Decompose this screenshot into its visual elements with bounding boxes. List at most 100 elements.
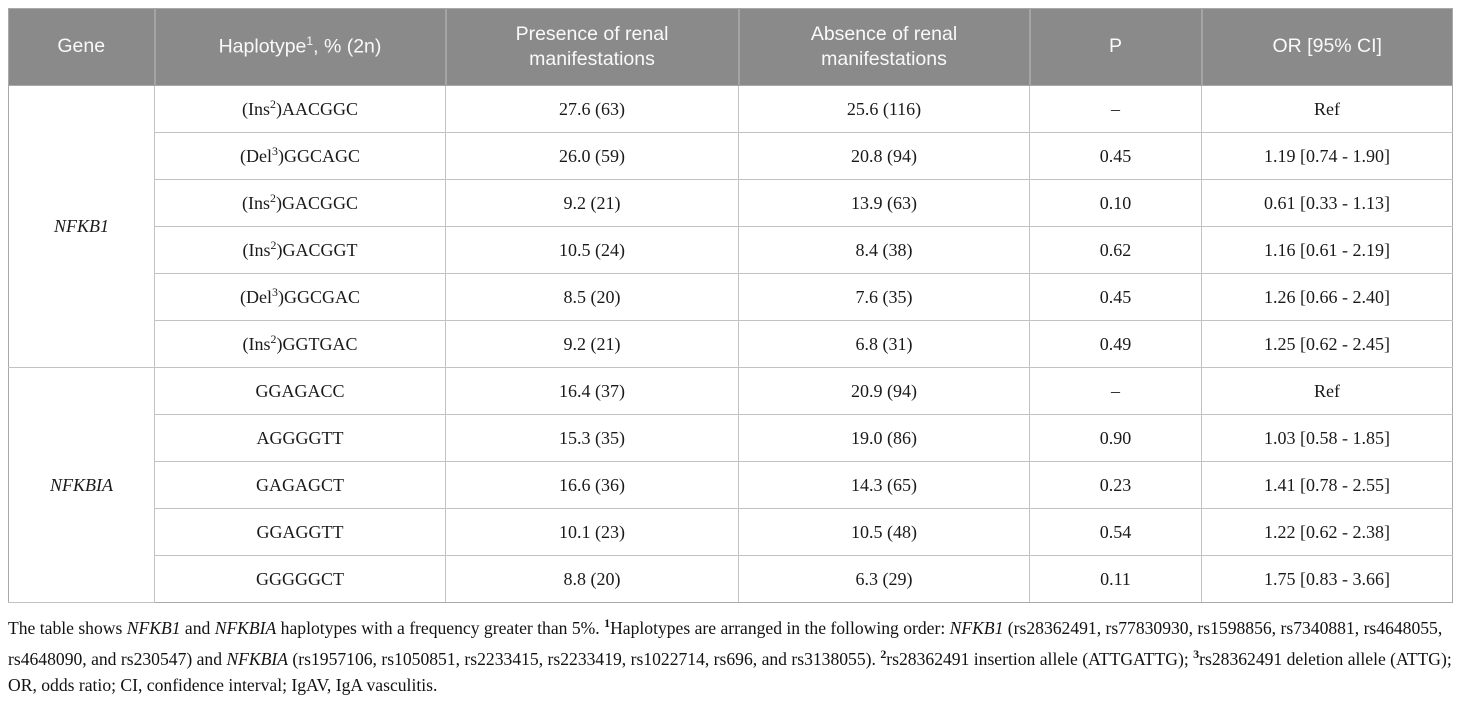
footnote-segment: haplotypes with a frequency greater than… (276, 617, 605, 638)
column-header-gene: Gene (8, 8, 155, 86)
table-row: AGGGGTT 15.3 (35) 19.0 (86) 0.90 1.03 [0… (9, 414, 1453, 462)
absence-cell: 10.5 (48) (738, 508, 1030, 556)
header-haplotype-superscript: 1 (306, 34, 314, 49)
table-row: NFKBIA GGAGACC 16.4 (37) 20.9 (94) – Ref (8, 367, 1453, 603)
or-cell: 1.22 [0.62 - 2.38] (1201, 508, 1453, 556)
footnote-segment: 1 (604, 616, 611, 630)
haplotype-text: GAGAGCT (256, 474, 344, 495)
gene-cell-nfkbia: NFKBIA (8, 367, 155, 603)
footnote-segment: NFKBIA (214, 617, 277, 638)
absence-cell: 19.0 (86) (738, 414, 1030, 462)
table-row: (Del3)GGCGAC 8.5 (20) 7.6 (35) 0.45 1.26… (9, 273, 1453, 321)
presence-cell: 27.6 (63) (445, 85, 739, 133)
haplotype-cell: (Del3)GGCAGC (154, 132, 446, 180)
header-haplotype-suffix: , % (2n) (313, 35, 382, 58)
absence-cell: 8.4 (38) (738, 226, 1030, 274)
column-header-p: P (1028, 8, 1202, 86)
p-value-cell: 0.62 (1029, 226, 1202, 274)
presence-cell: 16.6 (36) (445, 461, 739, 509)
or-cell: Ref (1201, 367, 1453, 415)
footnote-segment: NFKB1 (949, 617, 1004, 638)
footnote-segment: (rs28362491, rs77830930, rs1598856, rs73… (8, 617, 1443, 669)
p-value-cell: – (1029, 85, 1202, 133)
presence-cell: 8.5 (20) (445, 273, 739, 321)
column-header-absence: Absence of renal manifestations (737, 8, 1030, 86)
haplotype-cell: GAGAGCT (154, 461, 446, 509)
p-value-cell: 0.11 (1029, 555, 1202, 603)
haplotype-superscript: 2 (270, 237, 277, 252)
table-row: (Ins2)GACGGT 10.5 (24) 8.4 (38) 0.62 1.1… (9, 226, 1453, 274)
presence-cell: 26.0 (59) (445, 132, 739, 180)
absence-cell: 20.9 (94) (738, 367, 1030, 415)
footnote-segment: NFKBIA (226, 648, 289, 669)
absence-cell: 20.8 (94) (738, 132, 1030, 180)
or-cell: Ref (1201, 85, 1453, 133)
p-value-cell: 0.54 (1029, 508, 1202, 556)
column-header-presence: Presence of renal manifestations (444, 8, 739, 86)
or-cell: 0.61 [0.33 - 1.13] (1201, 179, 1453, 227)
presence-cell: 8.8 (20) (445, 555, 739, 603)
absence-cell: 6.3 (29) (738, 555, 1030, 603)
or-cell: 1.19 [0.74 - 1.90] (1201, 132, 1453, 180)
haplotype-association-table: Gene Haplotype1, % (2n) Presence of rena… (8, 8, 1453, 603)
haplotype-cell: (Del3)GGCGAC (154, 273, 446, 321)
haplotype-text: (Del (240, 286, 273, 307)
haplotype-suffix: )GGTGAC (276, 333, 358, 354)
footnote-segment: The table shows (8, 617, 127, 638)
haplotype-superscript: 2 (270, 96, 276, 111)
footnote-segment: 2 (880, 646, 887, 661)
table-row: (Ins2)GGTGAC 9.2 (21) 6.8 (31) 0.49 1.25… (9, 320, 1453, 368)
haplotype-cell: GGAGACC (154, 367, 446, 415)
haplotype-text: (Ins (242, 98, 271, 119)
table-row: (Ins2)GACGGC 9.2 (21) 13.9 (63) 0.10 0.6… (9, 179, 1453, 227)
haplotype-suffix: )GACGGT (276, 239, 358, 260)
haplotype-text: (Ins (242, 333, 271, 354)
haplotype-cell: GGGGGCT (154, 555, 446, 603)
p-value-cell: – (1029, 367, 1202, 415)
presence-cell: 10.1 (23) (445, 508, 739, 556)
footnote-segment: NFKB1 (126, 617, 181, 638)
header-row: Gene Haplotype1, % (2n) Presence of rena… (8, 8, 1453, 86)
footnote-segment: rs28362491 deletion allele (ATTG); OR, o… (8, 648, 1452, 695)
haplotype-text: (Ins (242, 239, 271, 260)
p-value-cell: 0.45 (1029, 273, 1202, 321)
absence-cell: 25.6 (116) (738, 85, 1030, 133)
haplotype-suffix: )GACGGC (275, 192, 358, 213)
p-value-cell: 0.49 (1029, 320, 1202, 368)
presence-cell: 10.5 (24) (445, 226, 739, 274)
table-row: GAGAGCT 16.6 (36) 14.3 (65) 0.23 1.41 [0… (9, 461, 1453, 509)
haplotype-superscript: 3 (272, 284, 278, 299)
footnote-segment: (rs1957106, rs1050851, rs2233415, rs2233… (288, 648, 881, 669)
haplotype-superscript: 2 (270, 331, 277, 346)
absence-cell: 7.6 (35) (738, 273, 1030, 321)
p-value-cell: 0.10 (1029, 179, 1202, 227)
gene-cell-nfkb1: NFKB1 (8, 85, 155, 368)
haplotype-text: GGAGGTT (256, 521, 344, 542)
p-value-cell: 0.23 (1029, 461, 1202, 509)
haplotype-suffix: )GGCAGC (277, 145, 360, 166)
or-cell: 1.26 [0.66 - 2.40] (1201, 273, 1453, 321)
haplotype-cell: (Ins2)GACGGT (154, 226, 446, 274)
footnote-segment: rs28362491 insertion allele (ATTGATTG); (886, 648, 1194, 669)
or-cell: 1.03 [0.58 - 1.85] (1201, 414, 1453, 462)
haplotype-text: (Ins (242, 192, 271, 213)
footnote-segment: Haplotypes are arranged in the following… (610, 617, 950, 638)
p-value-cell: 0.45 (1029, 132, 1202, 180)
table-body: NFKB1 (Ins2)AACGGC 27.6 (63) 25.6 (116) … (8, 85, 1453, 603)
or-cell: 1.41 [0.78 - 2.55] (1201, 461, 1453, 509)
table-row: GGGGGCT 8.8 (20) 6.3 (29) 0.11 1.75 [0.8… (9, 555, 1453, 603)
absence-cell: 14.3 (65) (738, 461, 1030, 509)
haplotype-superscript: 3 (272, 143, 278, 158)
column-header-haplotype: Haplotype1, % (2n) (153, 8, 446, 86)
table-row: GGAGGTT 10.1 (23) 10.5 (48) 0.54 1.22 [0… (9, 508, 1453, 556)
haplotype-text: AGGGGTT (256, 427, 344, 448)
haplotype-suffix: )GGCGAC (277, 286, 360, 307)
haplotype-superscript: 2 (270, 190, 276, 205)
haplotype-text: GGGGGCT (256, 568, 344, 589)
haplotype-text: (Del (240, 145, 273, 166)
or-cell: 1.25 [0.62 - 2.45] (1201, 320, 1453, 368)
table-row: NFKB1 (Ins2)AACGGC 27.6 (63) 25.6 (116) … (8, 85, 1453, 368)
p-value-cell: 0.90 (1029, 414, 1202, 462)
haplotype-text: GGAGACC (255, 380, 345, 401)
or-cell: 1.16 [0.61 - 2.19] (1201, 226, 1453, 274)
